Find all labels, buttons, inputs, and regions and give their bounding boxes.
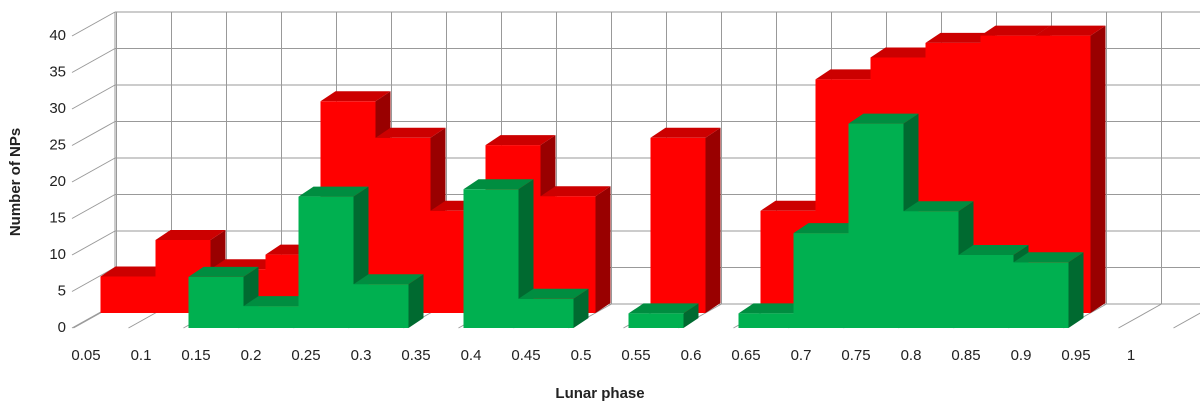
bar-face <box>706 128 721 313</box>
x-tick-label: 0.95 <box>1061 347 1090 364</box>
x-tick-label: 1 <box>1127 347 1135 364</box>
grid-line <box>72 195 115 219</box>
bar <box>354 274 424 328</box>
bar-face <box>651 138 706 313</box>
x-tick-label: 0.3 <box>351 347 372 364</box>
floor-line <box>1174 304 1200 328</box>
x-tick-label: 0.85 <box>951 347 980 364</box>
x-tick-label: 0.65 <box>731 347 760 364</box>
y-axis-title: Number of NPs <box>7 128 24 236</box>
bar-face <box>519 299 574 328</box>
x-tick-label: 0.5 <box>571 347 592 364</box>
bar <box>629 303 699 328</box>
bar-face <box>904 211 959 328</box>
x-tick-label: 0.7 <box>791 347 812 364</box>
y-tick-label: 15 <box>49 209 66 226</box>
bar-face <box>794 233 849 328</box>
grid-line <box>72 231 115 255</box>
bar-face <box>1069 252 1084 328</box>
grid-line <box>72 85 115 109</box>
x-tick-label: 0.45 <box>511 347 540 364</box>
bar <box>519 289 589 328</box>
x-tick-label: 0.35 <box>401 347 430 364</box>
bar-face <box>1091 26 1106 313</box>
floor-line <box>1119 304 1162 328</box>
y-tick-label: 25 <box>49 136 66 153</box>
bar-face <box>299 197 354 328</box>
x-tick-label: 0.2 <box>241 347 262 364</box>
bar-face <box>189 277 244 328</box>
bar-face <box>739 313 794 328</box>
x-tick-label: 0.55 <box>621 347 650 364</box>
y-tick-label: 5 <box>58 282 66 299</box>
bar-face <box>629 313 684 328</box>
y-tick-label: 10 <box>49 246 66 263</box>
bar-face <box>464 189 519 328</box>
x-tick-label: 0.4 <box>461 347 482 364</box>
x-tick-label: 0.75 <box>841 347 870 364</box>
y-tick-label: 0 <box>58 319 66 336</box>
bar-face <box>959 255 1014 328</box>
x-tick-label: 0.8 <box>901 347 922 364</box>
y-tick-label: 35 <box>49 63 66 80</box>
y-tick-label: 40 <box>49 27 66 44</box>
x-axis-title: Lunar phase <box>555 385 644 402</box>
grid-line <box>72 49 115 73</box>
bar <box>651 128 721 313</box>
x-tick-label: 0.1 <box>131 347 152 364</box>
bar-face <box>101 277 156 314</box>
x-tick-label: 0.9 <box>1011 347 1032 364</box>
x-tick-label: 0.15 <box>181 347 210 364</box>
y-tick-label: 30 <box>49 100 66 117</box>
grid-line <box>72 158 115 182</box>
x-tick-label: 0.25 <box>291 347 320 364</box>
x-tick-label: 0.6 <box>681 347 702 364</box>
y-tick-label: 20 <box>49 173 66 190</box>
x-tick-label: 0.05 <box>71 347 100 364</box>
bar-face <box>354 284 409 328</box>
grid-line <box>72 12 115 36</box>
bar-face <box>244 306 299 328</box>
bar-face <box>596 186 611 313</box>
bar-face <box>849 124 904 328</box>
bar <box>1014 252 1084 328</box>
grid-line <box>72 122 115 146</box>
bar-face <box>1014 262 1069 328</box>
